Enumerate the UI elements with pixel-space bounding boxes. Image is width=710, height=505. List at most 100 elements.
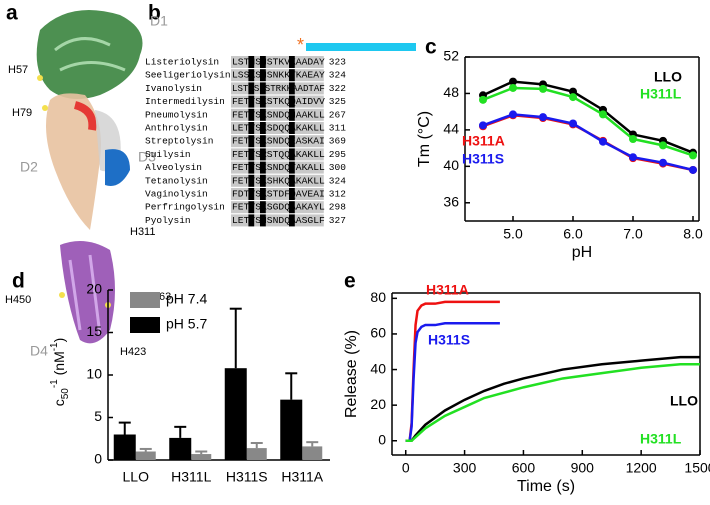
y-tick-label: 48 (443, 84, 459, 100)
shade (248, 135, 255, 148)
legend-label: pH 5.7 (166, 316, 207, 332)
shade (260, 174, 266, 187)
legend-swatch (130, 317, 160, 333)
panel-label: b (148, 2, 161, 25)
shade (260, 148, 266, 161)
domain-label: D3 (138, 149, 156, 165)
residue-number: 298 (329, 202, 346, 213)
shade (260, 135, 266, 148)
x-tick-label: 600 (512, 460, 536, 476)
shade (289, 56, 295, 68)
shade (260, 188, 266, 200)
panel-label: c (425, 36, 437, 59)
residue-label: H79 (12, 107, 32, 119)
sequence: LSTQSHSTRKKAADTAF (232, 83, 325, 94)
shade (248, 214, 255, 227)
shade (260, 56, 266, 68)
marker (569, 93, 577, 102)
y-tick-label: 80 (370, 289, 386, 305)
shade (248, 122, 255, 134)
marker (569, 119, 577, 128)
shade (289, 161, 295, 174)
residue-number: 295 (329, 149, 346, 160)
sequence: FETTSKSNDQEASKAI (232, 136, 325, 147)
x-axis-label: pH (572, 244, 592, 261)
shade (289, 82, 295, 95)
residue-number: 322 (329, 83, 346, 94)
series-label: H311A (426, 282, 469, 298)
bar (246, 448, 267, 460)
marker (539, 84, 547, 93)
domain-label: D4 (30, 343, 48, 359)
legend-swatch (130, 292, 160, 308)
protein-name: Ivanolysin (145, 83, 202, 94)
sequence: FETTSRSTQQAKAKLL (232, 149, 325, 160)
line (482, 80, 694, 154)
y-tick-label: 52 (443, 48, 459, 64)
marker (479, 121, 487, 130)
series-label: H311S (428, 332, 470, 348)
x-tick-label: 6.0 (563, 226, 583, 242)
residue-label: H450 (5, 294, 31, 306)
y-axis-label: Tm (°C) (416, 111, 433, 167)
x-tick-label: 7.0 (623, 226, 643, 242)
y-tick-label: 20 (370, 396, 386, 412)
residue-number: 267 (329, 109, 346, 120)
protein-name: Seeligeriolysin (145, 70, 231, 81)
shade (248, 56, 255, 68)
residue-label: H57 (8, 64, 28, 76)
marker (689, 151, 697, 160)
sequence: FETTSKSTKQQAIDVV (232, 96, 325, 107)
sequence: FETTSKSHKQAKAKLL (232, 175, 325, 186)
y-tick-label: 44 (443, 121, 459, 137)
y-tick-label: 0 (378, 431, 386, 447)
protein-name: Tetanolysin (145, 175, 208, 186)
residue-number: 325 (329, 96, 346, 107)
sequence: LSTNSHSTKVKAADAY (232, 57, 325, 68)
series-label: H311S (462, 151, 504, 167)
alignment: Listeriolysin LSTNSHSTKVKAADAY 323 Seeliger… (145, 56, 346, 227)
line (405, 362, 700, 443)
bar (169, 437, 192, 460)
x-tick-label: 300 (453, 460, 477, 476)
protein-name: Streptolysin (145, 136, 213, 147)
y-tick-label: 10 (86, 366, 102, 382)
protein-name: Pyolysin (145, 215, 191, 226)
shade (289, 108, 295, 121)
sequence: LETTSKSDQQAKAKLL (232, 123, 325, 134)
x-tick-label: 900 (571, 460, 595, 476)
series-label: H311L (640, 86, 682, 102)
shade (289, 214, 295, 227)
x-tick-label: 0 (402, 460, 410, 476)
residue-number: 300 (329, 162, 346, 173)
residue-number: 311 (329, 123, 346, 134)
shade (260, 161, 266, 174)
residue-number: 324 (329, 175, 346, 186)
protein-name: Intermedilysin (145, 96, 225, 107)
protein-structure (36, 10, 143, 344)
sequence: FETTSKSGDQAAKAYL (232, 202, 325, 213)
panel-label: e (344, 270, 356, 293)
marker (509, 77, 517, 86)
bar (280, 399, 303, 460)
bar (224, 368, 247, 460)
shade (248, 174, 255, 187)
panel-label: a (6, 2, 18, 25)
series-label: LLO (654, 69, 682, 85)
line (482, 113, 694, 172)
shade (289, 201, 295, 214)
shade (289, 69, 295, 82)
protein-name: Anthrolysin (145, 123, 208, 134)
marker (659, 158, 667, 167)
line (405, 322, 500, 443)
series-label: LLO (670, 393, 698, 409)
marker (479, 95, 487, 104)
shade (248, 82, 255, 95)
residue-number: 324 (329, 70, 346, 81)
marker (599, 137, 607, 146)
shade (260, 122, 266, 134)
marker (689, 165, 697, 174)
x-tick-label: 1500 (684, 460, 710, 476)
shade (260, 95, 266, 108)
